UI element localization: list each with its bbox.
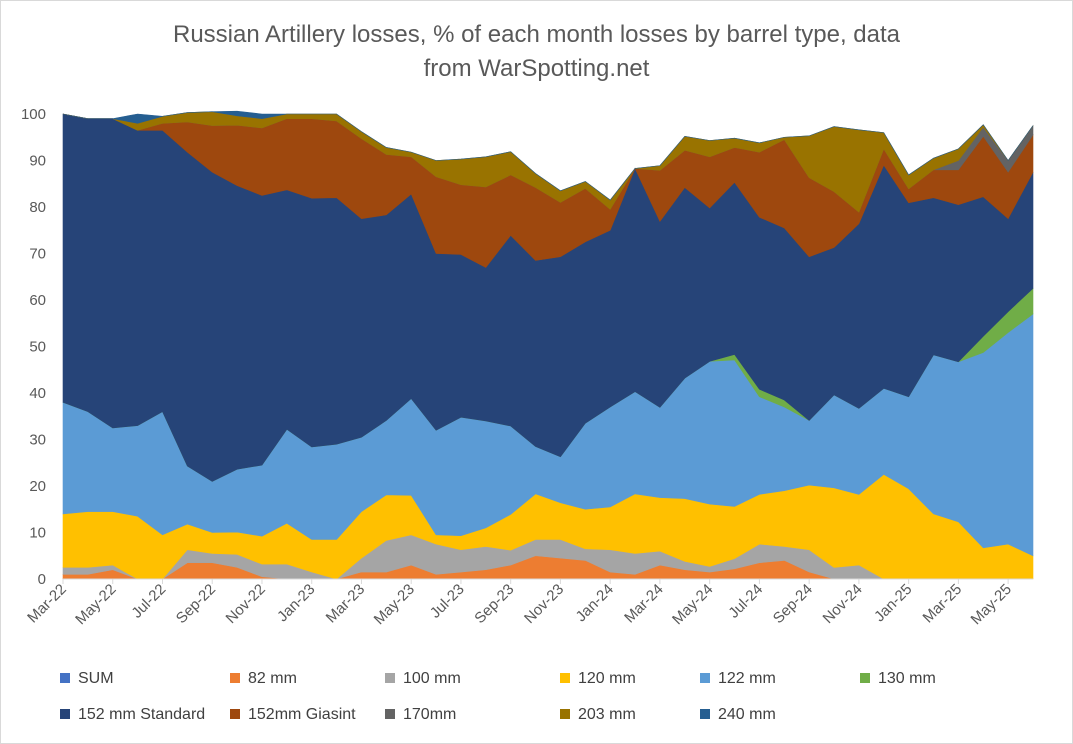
x-tick-label: Jul-24: [725, 581, 766, 622]
x-tick-label: Sep-24: [770, 581, 816, 627]
x-tick-label: Mar-22: [24, 581, 70, 627]
legend-swatch: [230, 708, 240, 719]
legend-swatch: [385, 672, 395, 683]
y-tick-label: 0: [38, 571, 46, 588]
legend-label: 122 mm: [718, 670, 776, 687]
x-tick-label: Mar-25: [920, 581, 966, 627]
chart-title: Russian Artillery losses, % of each mont…: [0, 18, 1073, 86]
chart-title-line-1: Russian Artillery losses, % of each mont…: [172, 21, 900, 48]
legend-item: 82 mm: [230, 668, 297, 690]
x-tick-label: Jul-23: [427, 581, 468, 622]
legend-label: 152 mm Standard: [78, 706, 206, 723]
legend-swatch: [700, 708, 710, 719]
legend-label: 120 mm: [578, 670, 636, 687]
legend-label: 240 mm: [718, 706, 776, 723]
chart-title-line-2: from WarSpotting.net: [423, 55, 650, 82]
x-tick-label: May-25: [968, 581, 1015, 628]
x-tick-label: Mar-23: [323, 581, 369, 627]
x-tick-label: Mar-24: [621, 581, 667, 627]
legend-item: SUM: [60, 668, 114, 690]
x-tick-label: Jul-22: [128, 581, 169, 622]
legend-swatch: [385, 708, 395, 719]
legend-item: 122 mm: [700, 668, 776, 690]
series-area-240-mm: [62, 110, 1034, 201]
legend-label: 170mm: [403, 706, 457, 723]
legend-item: 170mm: [385, 704, 456, 726]
legend-swatch: [60, 708, 70, 719]
x-tick-label: Nov-23: [521, 581, 567, 627]
x-tick-label: Sep-22: [173, 581, 219, 627]
legend-item: 152 mm Standard: [60, 704, 205, 726]
x-tick-label: May-24: [669, 581, 716, 628]
y-tick-label: 60: [29, 292, 46, 309]
y-tick-label: 20: [29, 478, 46, 495]
legend-swatch: [60, 672, 70, 683]
legend-swatch: [560, 672, 570, 683]
legend-label: SUM: [78, 670, 114, 687]
x-tick-label: Nov-24: [820, 581, 866, 627]
x-tick-label: May-23: [371, 581, 418, 628]
legend-item: 120 mm: [560, 668, 636, 690]
legend-item: 240 mm: [700, 704, 776, 726]
x-tick-label: Sep-23: [471, 581, 517, 627]
x-tick-label: Jan-25: [871, 581, 915, 625]
legend-label: 130 mm: [878, 670, 936, 687]
legend-item: 203 mm: [560, 704, 636, 726]
legend-label: 203 mm: [578, 706, 636, 723]
legend-item: 100 mm: [385, 668, 461, 690]
x-tick-label: Jan-23: [274, 581, 318, 625]
y-tick-label: 10: [29, 525, 46, 542]
stacked-areas: [62, 110, 1034, 580]
legend-swatch: [860, 672, 870, 683]
y-tick-label: 90: [29, 153, 46, 170]
x-tick-label: May-22: [72, 581, 119, 628]
legend-item: 130 mm: [860, 668, 936, 690]
y-tick-label: 30: [29, 432, 46, 449]
y-tick-label: 40: [29, 385, 46, 402]
legend-swatch: [560, 708, 570, 719]
legend-item: 152mm Giasint: [230, 704, 356, 726]
legend-label: 100 mm: [403, 670, 461, 687]
x-tick-label: Jan-24: [573, 581, 617, 625]
y-tick-label: 80: [29, 199, 46, 216]
y-tick-label: 100: [21, 106, 46, 123]
x-tick-label: Nov-22: [223, 581, 269, 627]
legend-swatch: [230, 672, 240, 683]
legend-label: 152mm Giasint: [248, 706, 356, 723]
legend-swatch: [700, 672, 710, 683]
y-tick-label: 70: [29, 246, 46, 263]
legend-label: 82 mm: [248, 670, 297, 687]
y-tick-label: 50: [29, 339, 46, 356]
